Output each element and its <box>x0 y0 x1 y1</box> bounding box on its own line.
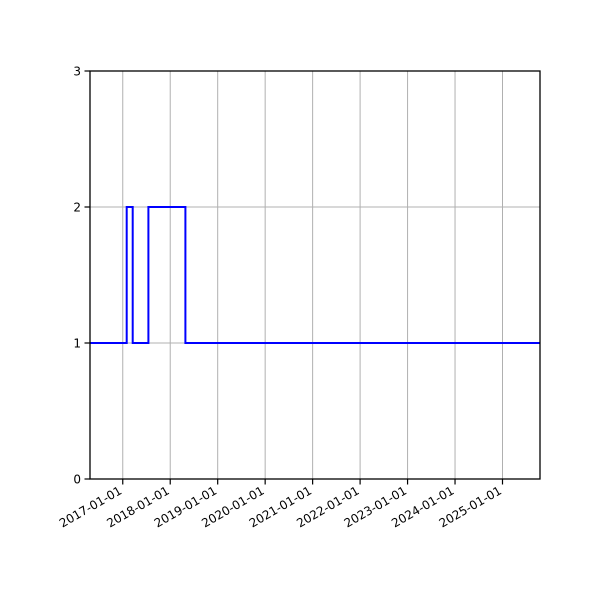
plot-border <box>89 70 541 480</box>
data-line <box>90 206 540 344</box>
y-tick-label: 0 <box>73 473 81 487</box>
y-tick-label: 1 <box>73 337 81 351</box>
y-tick-label: 3 <box>73 65 81 79</box>
y-tick-label: 2 <box>73 201 81 215</box>
plot-area <box>90 71 540 479</box>
